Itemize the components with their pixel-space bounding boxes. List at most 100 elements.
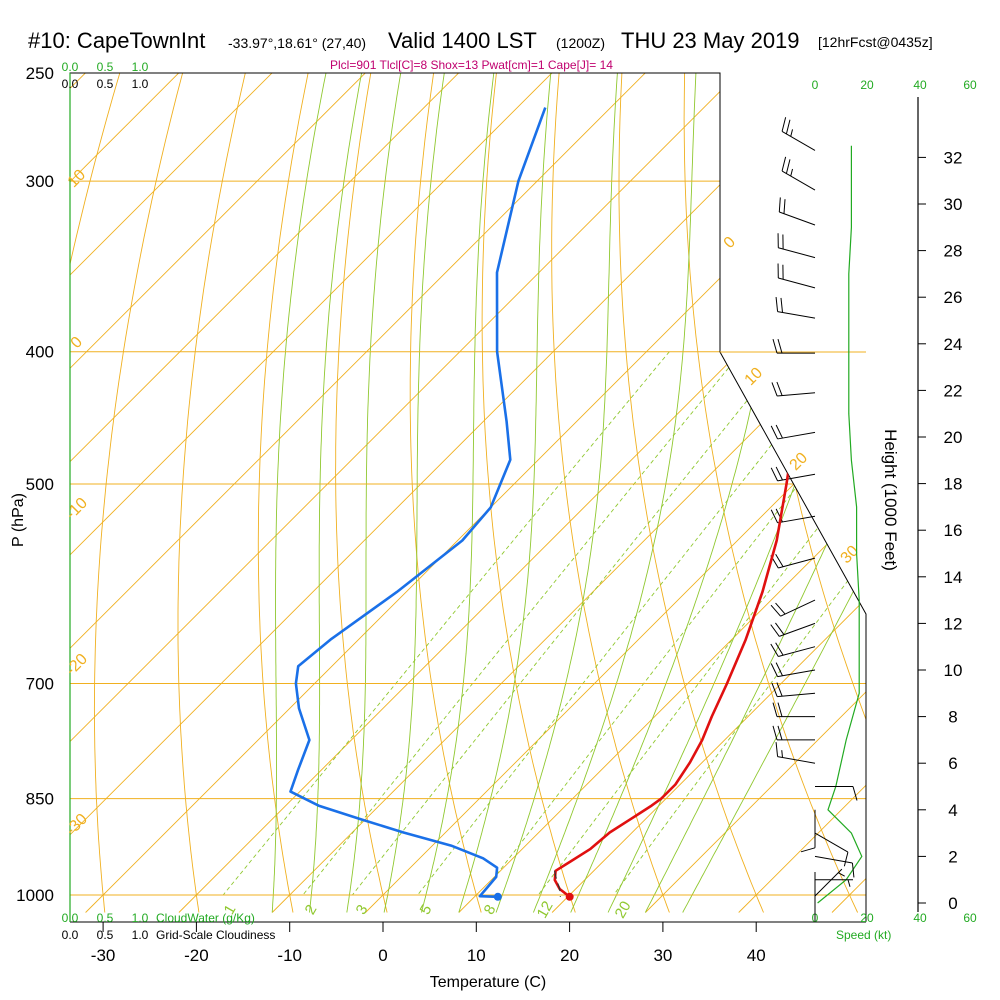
- wind-barb: [777, 233, 816, 259]
- isotherm-line: [70, 73, 764, 913]
- dry-adiabat-line: [551, 73, 670, 913]
- wind-barb: [770, 622, 816, 637]
- temperature-line: [553, 107, 818, 898]
- wind-barb-staff: [777, 431, 816, 440]
- plot-frame: [69, 72, 867, 922]
- wind-speed-tick-label: 40: [913, 911, 927, 925]
- mixing-ratio-label: 12: [534, 898, 557, 921]
- isotherm-line: [70, 73, 670, 913]
- wind-barb-staff: [777, 311, 816, 319]
- wind-barb-staff: [777, 669, 816, 678]
- cloudiness-tick-label: 0.5: [97, 77, 114, 91]
- wind-speed-tick-label: 40: [913, 78, 927, 92]
- mixing-ratio-line: [302, 351, 743, 896]
- wind-barb-feather: [852, 786, 858, 801]
- pressure-tick-label: 700: [26, 675, 54, 694]
- height-tick-label: 12: [944, 614, 963, 633]
- dew-surface-dot: [493, 892, 502, 901]
- wind-barb-feather: [777, 338, 783, 354]
- wind-speed-tick-label: 0: [812, 78, 819, 92]
- x-tick-label: 0: [378, 946, 387, 965]
- wind-barb-feather: [770, 663, 779, 677]
- cloudiness-tick-label: 0.5: [97, 928, 114, 942]
- moist-adiabat-line: [532, 73, 698, 913]
- y-axis-title: P (hPa): [10, 493, 27, 547]
- wind-barb-feather: [800, 847, 816, 853]
- wind-barb-feather: [847, 879, 851, 887]
- wind-barb-feather: [775, 466, 783, 481]
- wind-barb-feather: [775, 602, 786, 615]
- wind-barb-feather: [776, 381, 783, 396]
- wind-barb-staff: [781, 130, 816, 151]
- isotherm-line: [551, 73, 866, 913]
- wind-barb: [814, 868, 845, 897]
- wind-barb: [815, 879, 853, 887]
- isotherm-line: [178, 73, 866, 913]
- pressure-tick-label: 250: [26, 64, 54, 83]
- wind-barb: [772, 338, 815, 354]
- wind-barb-feather: [777, 725, 783, 741]
- station-title: #10: CapeTownInt: [28, 28, 206, 53]
- isotherm-line: [458, 73, 866, 913]
- wind-barb-feather: [775, 424, 783, 439]
- wind-barb-feather: [775, 662, 783, 676]
- cloud-water-tick-label: 0.5: [97, 60, 114, 74]
- wind-barb-feather: [781, 156, 787, 172]
- forecast-info: [12hrFcst@0435z]: [818, 34, 933, 50]
- wind-barb-feather: [781, 750, 783, 758]
- wind-barb-feather: [772, 725, 778, 741]
- mixing-ratio-label: 5: [417, 902, 436, 918]
- valid-date: THU 23 May 2019: [621, 28, 800, 53]
- wind-barb-feather: [776, 682, 783, 697]
- x-tick-label: 10: [467, 946, 486, 965]
- cloudiness-tick-label: 1.0: [132, 77, 149, 91]
- wind-barb-staff: [778, 646, 816, 658]
- moist-adiabat-line: [682, 73, 866, 913]
- wind-barb-feather: [775, 642, 784, 656]
- wind-barb-staff: [777, 692, 816, 698]
- wind-barb-feather: [785, 159, 791, 174]
- isotherm-line: [70, 73, 577, 913]
- wind-barb-staff: [777, 756, 816, 764]
- moist-adiabat-line: [271, 73, 332, 913]
- moist-adiabat-line: [570, 73, 790, 913]
- wind-barb-feather: [843, 851, 849, 867]
- isotherm-line: [85, 73, 866, 913]
- wind-barb-feather: [772, 338, 778, 354]
- moist-adiabat-line: [644, 73, 866, 913]
- mixing-ratio-line: [480, 351, 866, 896]
- dry-adiabat-line: [335, 73, 388, 913]
- wind-barb-feather: [775, 622, 785, 635]
- isotherm-line: [365, 73, 866, 913]
- mixing-ratio-label: 2: [302, 902, 321, 918]
- cloud-water-label: CloudWater (g/Kg): [156, 911, 255, 925]
- wind-barb: [770, 466, 816, 482]
- temp-surface-dot: [565, 892, 574, 901]
- wind-barb-staff: [778, 247, 816, 259]
- wind-barb-feather: [775, 742, 779, 757]
- isotherm-line: [831, 73, 866, 913]
- height-tick-label: 28: [944, 242, 963, 261]
- wind-barb-staff: [814, 832, 849, 853]
- pressure-tick-label: 500: [26, 475, 54, 494]
- wind-barb-feather: [770, 509, 779, 524]
- wind-barb-staff: [814, 855, 853, 864]
- wind-barb: [815, 786, 858, 801]
- height-tick-label: 4: [948, 801, 957, 820]
- wind-barb-feather: [778, 197, 781, 213]
- wind-barb-staff: [814, 868, 843, 897]
- dry-adiabat-line: [618, 73, 764, 913]
- cloud-water-tick-label: 0.0: [62, 60, 79, 74]
- wind-barb-feather: [838, 872, 845, 877]
- wind-barb: [771, 381, 816, 397]
- cloud-water-tick-label: 1.0: [132, 911, 149, 925]
- dry-adiabat-line: [808, 73, 866, 913]
- cloudiness-label: Grid-Scale Cloudiness: [156, 928, 275, 942]
- isotherm-label: 10: [742, 364, 767, 389]
- wind-barb-feather: [780, 297, 783, 313]
- cloudiness-tick-label: 1.0: [132, 928, 149, 942]
- dry-adiabat-line: [257, 73, 314, 913]
- wind-barb: [814, 832, 849, 867]
- height-tick-label: 16: [944, 521, 963, 540]
